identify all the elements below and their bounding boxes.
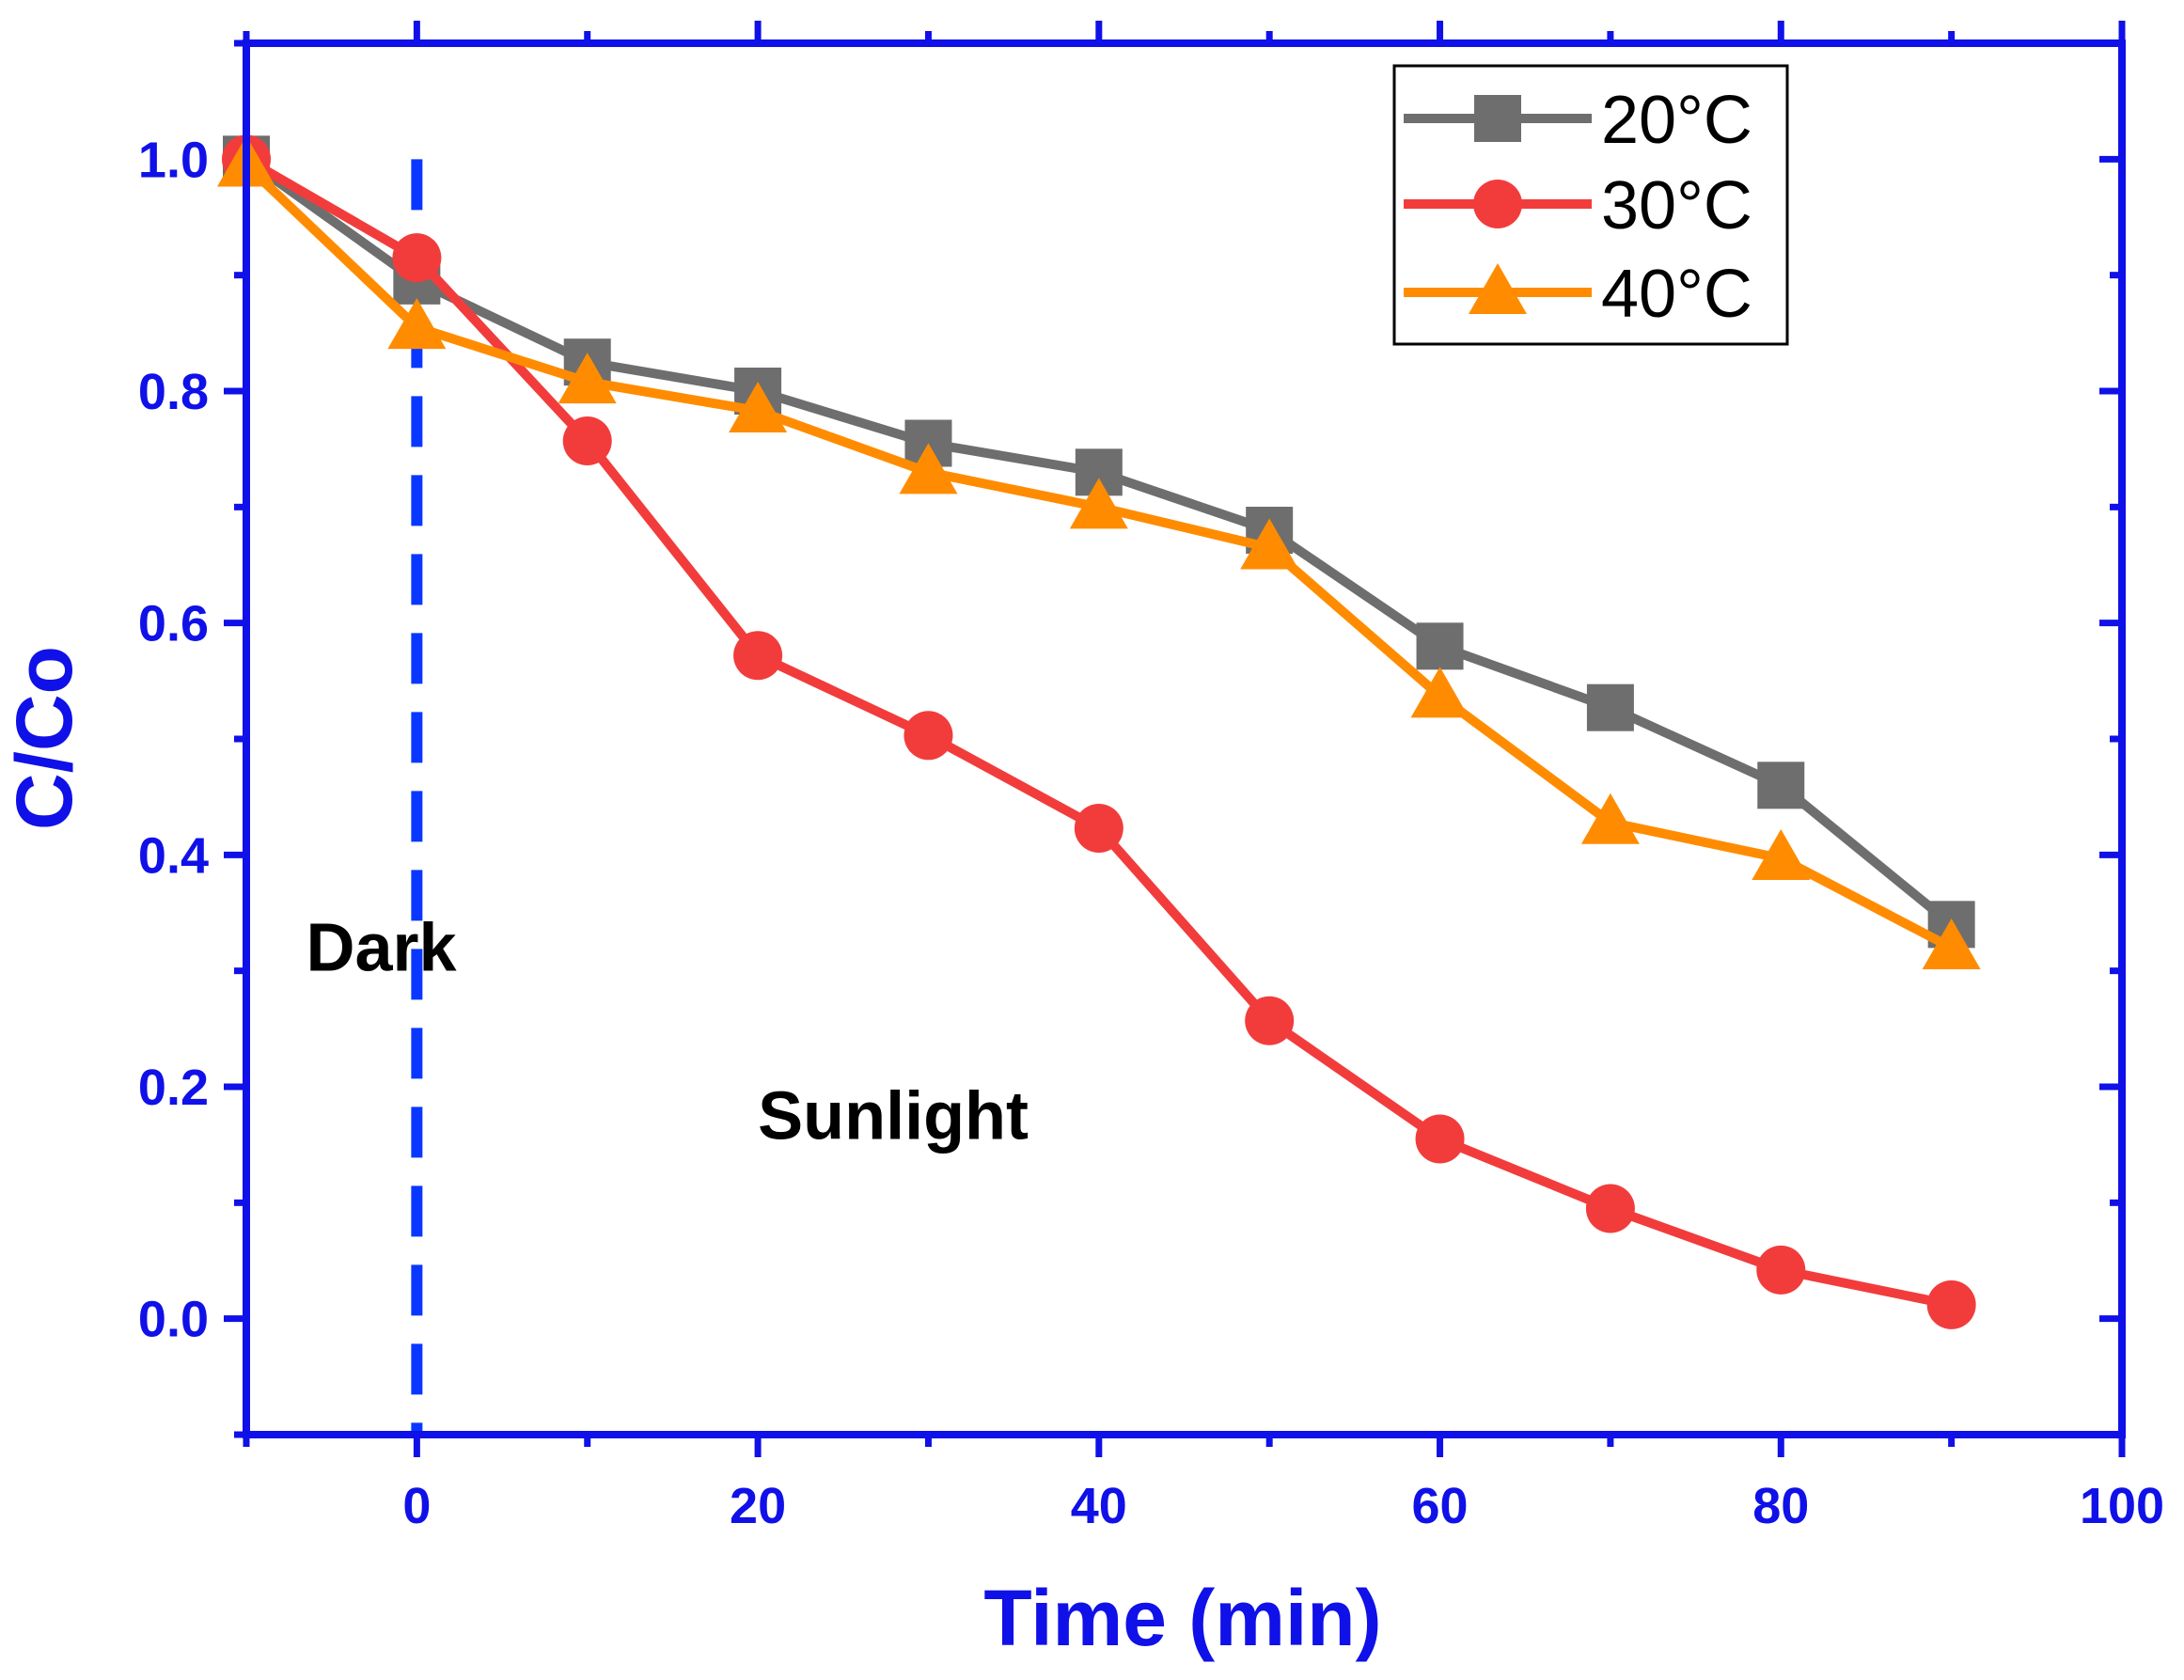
x-tick-label: 40 [1071,1478,1127,1534]
data-point-triangle [729,381,788,432]
data-point-square [1757,761,1805,809]
data-point-circle [1926,1280,1976,1329]
y-tick-label: 0.4 [138,827,209,884]
data-point-circle [1756,1245,1806,1295]
legend-entry-20c: 20°C [1404,83,1752,158]
x-tick-label: 60 [1412,1478,1469,1534]
annotation-dark: Dark [306,911,457,986]
legend-marker-square [1474,95,1521,142]
data-point-circle [392,233,442,283]
data-point-triangle [1922,919,1981,969]
data-point-triangle [1752,829,1811,881]
data-point-circle [1245,996,1295,1045]
data-point-square [1586,683,1634,731]
x-tick-label: 20 [730,1478,786,1534]
data-point-square [1416,622,1464,670]
data-point-circle [1585,1184,1635,1233]
annotation-sunlight: Sunlight [758,1079,1029,1154]
y-tick-label: 0.0 [138,1292,209,1348]
data-point-circle [1415,1114,1465,1164]
x-tick-label: 100 [2080,1478,2164,1534]
data-point-triangle [1410,667,1469,718]
tick-labels-layer: 0 20 40 60 80 100 0.0 0.2 0.4 0.6 0.8 1.0 [138,132,2164,1534]
series-layer [217,134,1981,1329]
data-point-triangle [899,443,958,495]
legend-marker-triangle [1469,263,1527,314]
x-axis-title: Time (min) [983,1574,1381,1662]
y-axis-title: C/Co [0,646,88,830]
data-point-triangle [1580,793,1640,844]
plot-frame [243,39,2126,1438]
x-tick-label: 80 [1752,1478,1809,1534]
data-point-triangle [387,298,447,350]
legend-label-30c: 30°C [1601,168,1752,243]
data-point-triangle [1240,518,1299,570]
legend: 20°C 30°C 40°C [1392,64,1789,346]
data-point-circle [903,711,953,761]
x-tick-label: 0 [402,1478,431,1534]
legend-label-20c: 20°C [1601,83,1752,158]
legend-label-40c: 40°C [1601,257,1752,332]
data-point-circle [733,631,783,681]
y-tick-label: 1.0 [138,132,209,188]
series-1 [222,134,1976,1329]
legend-entry-30c: 30°C [1404,168,1752,243]
y-tick-label: 0.8 [138,364,209,420]
data-point-triangle [558,353,617,404]
data-point-circle [1074,803,1123,853]
legend-entry-40c: 40°C [1404,257,1752,332]
data-point-triangle [1069,478,1128,529]
y-tick-label: 0.6 [138,596,209,652]
legend-marker-circle [1473,180,1522,228]
y-tick-label: 0.2 [138,1060,209,1116]
data-point-circle [562,416,612,466]
